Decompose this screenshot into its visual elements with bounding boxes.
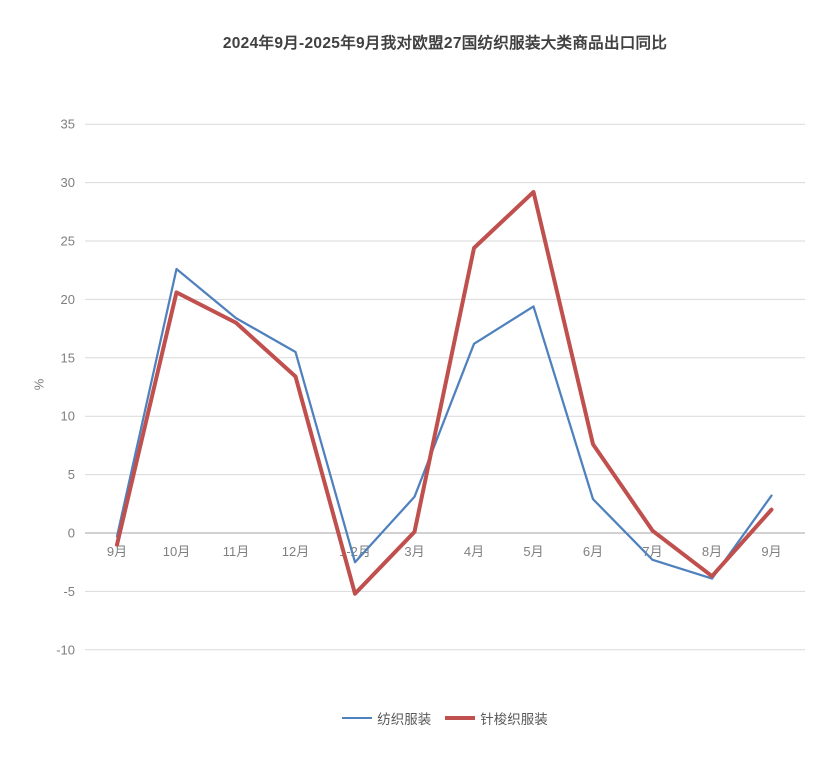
x-tick-label: 8月 bbox=[702, 544, 722, 559]
x-tick-label: 1-2月 bbox=[339, 544, 371, 559]
x-tick-label: 10月 bbox=[163, 544, 190, 559]
x-tick-label: 9月 bbox=[761, 544, 781, 559]
legend-item-textile-apparel: 纺织服装 bbox=[342, 708, 431, 728]
legend-line-swatch-blue bbox=[342, 716, 373, 720]
x-tick-label: 4月 bbox=[464, 544, 484, 559]
x-tick-label: 6月 bbox=[583, 544, 603, 559]
y-tick-label: 10 bbox=[61, 409, 75, 424]
legend-item-knitted-woven-apparel: 针梭织服装 bbox=[445, 708, 548, 728]
y-tick-label: 30 bbox=[61, 175, 75, 190]
x-tick-label: 3月 bbox=[404, 544, 424, 559]
series-line-0 bbox=[115, 267, 773, 580]
x-tick-label: 5月 bbox=[523, 544, 543, 559]
legend-line-swatch-red bbox=[445, 716, 476, 720]
x-tick-label: 11月 bbox=[223, 544, 250, 559]
series-line-1 bbox=[115, 189, 774, 596]
legend-label: 纺织服装 bbox=[377, 712, 432, 727]
y-tick-label: 20 bbox=[61, 292, 75, 307]
y-tick-label: 25 bbox=[61, 234, 75, 249]
chart-title: 2024年9月-2025年9月我对欧盟27国纺织服装大类商品出口同比 bbox=[222, 35, 668, 52]
y-tick-label: 35 bbox=[61, 117, 75, 132]
x-tick-label: 12月 bbox=[282, 544, 309, 559]
y-tick-label: 5 bbox=[68, 467, 75, 482]
x-tick-label: 9月 bbox=[107, 544, 127, 559]
y-tick-label: 15 bbox=[61, 350, 75, 365]
y-tick-label: -5 bbox=[63, 584, 75, 599]
y-tick-label: 0 bbox=[68, 526, 75, 541]
chart-legend: 纺织服装 针梭织服装 bbox=[85, 708, 805, 728]
legend-label: 针梭织服装 bbox=[480, 712, 548, 727]
y-tick-label: -10 bbox=[56, 642, 75, 657]
